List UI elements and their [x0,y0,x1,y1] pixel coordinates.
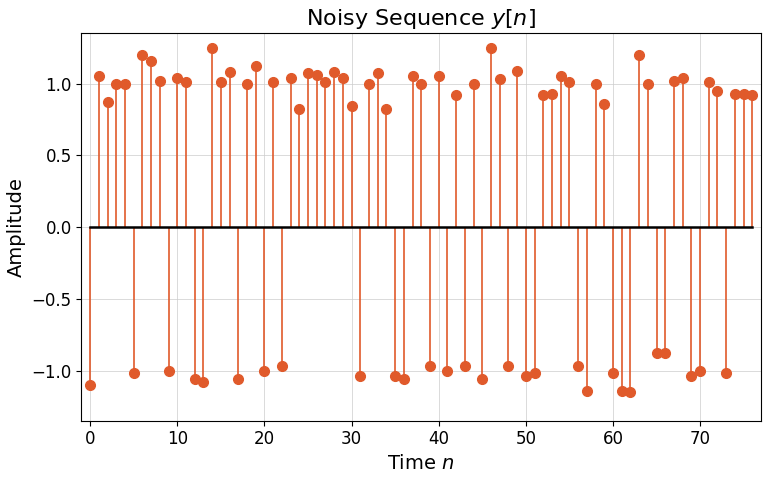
Title: Noisy Sequence $y[n]$: Noisy Sequence $y[n]$ [306,7,536,31]
X-axis label: Time $n$: Time $n$ [388,454,455,473]
Y-axis label: Amplitude: Amplitude [7,177,26,277]
